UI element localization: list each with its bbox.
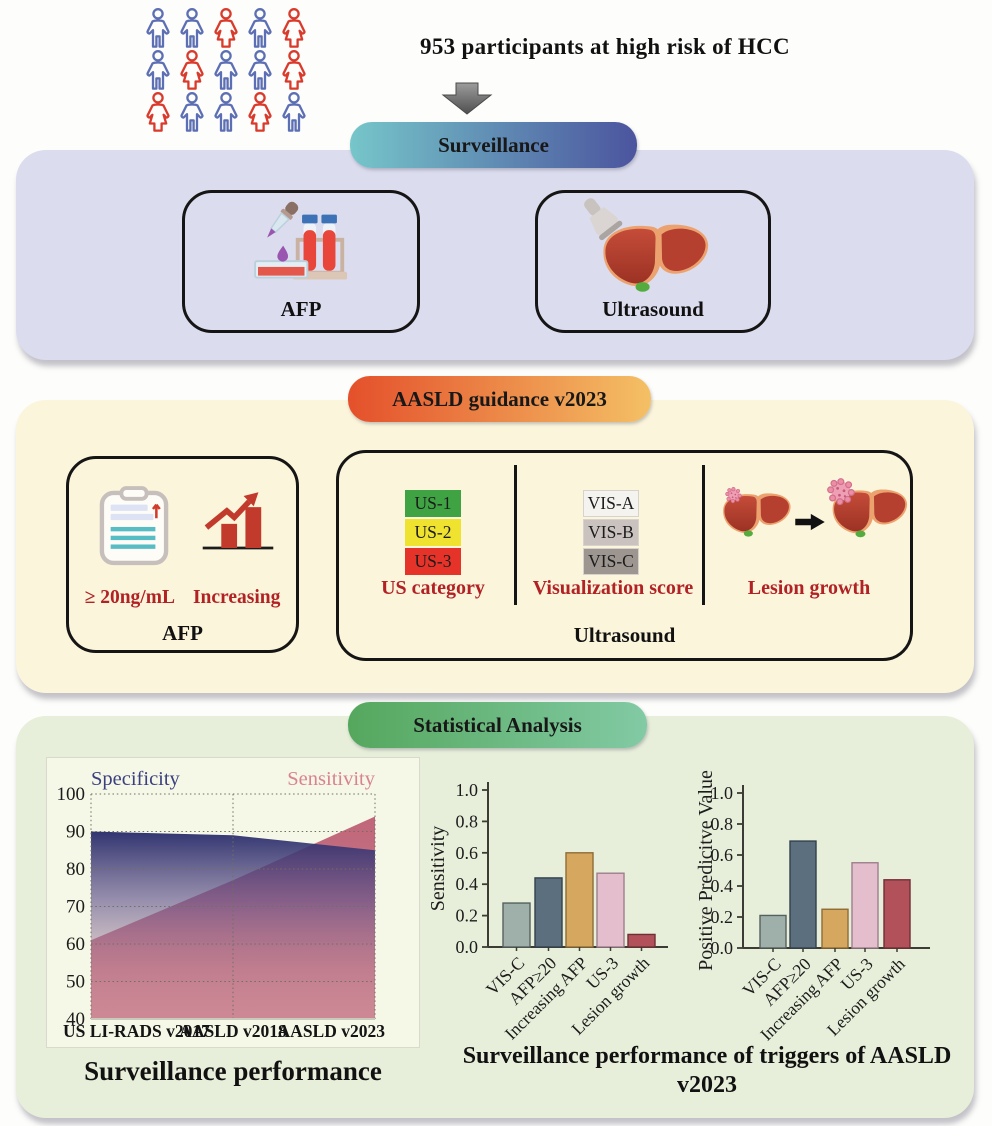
vis-c-chip: VIS-C [583,548,639,575]
vis-a-label: VIS-A [587,493,635,513]
svg-text:90: 90 [66,822,85,843]
svg-text:0.2: 0.2 [456,906,479,926]
aasld-banner-label: AASLD guidance v2023 [392,386,607,411]
person-icon [248,92,272,132]
person-icon [282,8,306,48]
us1-chip: US-1 [405,490,461,517]
svg-text:Sensitivity: Sensitivity [287,768,375,790]
liver-large-lesion-icon [827,478,908,538]
participants-grid [142,8,314,134]
ultrasound-criteria-card: US-1 US-2 US-3 US category VIS-A VIS-B V… [336,450,913,661]
right-chart-title: Surveillance performance of triggers of … [462,1043,952,1099]
person-icon [282,92,306,132]
surveillance-banner: Surveillance [350,122,637,168]
us2-chip: US-2 [405,519,461,546]
afp-trend: Increasing [192,587,281,608]
sensitivity-bar-chart: 0.0 0.2 0.4 0.6 0.8 1.0 VIS-C AFP≥20 Increasing … [427,775,685,1050]
svg-text:0.8: 0.8 [711,814,734,834]
svg-text:0.0: 0.0 [711,938,734,958]
svg-text:US LI-RADS v2017: US LI-RADS v2017 [63,1021,210,1041]
svg-text:0.8: 0.8 [456,811,479,831]
divider-1 [514,465,517,605]
increasing-chart-icon [202,492,274,550]
afp-criteria-card: ≥ 20ng/mL Increasing AFP [66,456,299,653]
person-icon [146,92,170,132]
svg-text:70: 70 [66,897,85,918]
statistical-analysis-banner: Statistical Analysis [348,702,647,748]
surveillance-performance-panel: 40 50 60 70 80 90 100 Specificity Sensitivity US … [46,757,420,1048]
ultrasound-probe-icon [584,198,623,241]
vis-c-label: VIS-C [588,551,634,571]
down-arrow-icon [441,82,493,115]
svg-text:60: 60 [66,934,85,955]
svg-text:1.0: 1.0 [711,783,734,803]
svg-text:0.6: 0.6 [456,843,479,863]
person-icon [248,50,272,90]
person-icon [214,50,238,90]
person-icon [180,92,204,132]
us3-chip: US-3 [405,548,461,575]
lesion-growth-label: Lesion growth [747,577,871,599]
svg-text:1.0: 1.0 [456,780,479,800]
vis-b-label: VIS-B [588,522,634,542]
afp-report-icon [99,486,169,566]
ultrasound-criteria-card-label: Ultrasound [573,623,676,647]
liver-small-lesion-icon [723,487,791,537]
blood-test-icon [254,201,348,280]
svg-text:100: 100 [57,784,86,805]
person-icon [146,8,170,48]
person-icon [214,8,238,48]
surveillance-section: AFP Ultrasound [16,150,974,360]
afp-card: AFP [182,190,420,333]
svg-text:AASLD v2018: AASLD v2018 [179,1021,287,1041]
ultrasound-card-label: Ultrasound [602,297,704,321]
person-icon [248,8,272,48]
svg-text:50: 50 [66,972,85,993]
aasld-section: ≥ 20ng/mL Increasing AFP US-1 US-2 US-3 … [16,400,974,693]
svg-text:0.0: 0.0 [456,937,479,957]
vis-score-chips: VIS-A VIS-B VIS-C [583,490,639,577]
statistical-analysis-section: 40 50 60 70 80 90 100 Specificity Sensitivity US … [16,716,974,1118]
us1-label: US-1 [414,493,452,513]
svg-text:80: 80 [66,859,85,880]
vis-a-chip: VIS-A [583,490,639,517]
divider-2 [702,465,705,605]
svg-text:0.4: 0.4 [711,876,734,896]
svg-text:Sensitivity: Sensitivity [427,826,449,912]
statistical-analysis-banner-label: Statistical Analysis [413,712,582,737]
svg-text:40: 40 [66,1009,85,1030]
aasld-banner: AASLD guidance v2023 [348,376,651,422]
person-icon [214,92,238,132]
us2-label: US-2 [414,522,452,542]
person-icon [180,8,204,48]
ultrasound-card: Ultrasound [535,190,771,333]
svg-text:AASLD v2023: AASLD v2023 [278,1021,386,1041]
person-icon [282,50,306,90]
visualization-score-label: Visualization score [532,577,694,599]
afp-criteria: ≥ 20ng/mL Increasing [69,587,296,609]
svg-text:Specificity: Specificity [91,768,181,790]
afp-card-label: AFP [280,297,322,321]
afp-criteria-card-label: AFP [162,621,203,645]
main-title: 953 participants at high risk of HCC [420,34,790,59]
vis-b-chip: VIS-B [583,519,639,546]
ppv-bar-chart: 0.0 0.2 0.4 0.6 0.8 1.0 VIS-C AFP≥20 Increasing … [695,770,990,1050]
person-icon [146,50,170,90]
svg-text:Positive Predicitve Value: Positive Predicitve Value [695,770,717,971]
left-chart-title: Surveillance performance [84,1056,382,1086]
svg-text:0.2: 0.2 [711,907,734,927]
us-category-chips: US-1 US-2 US-3 [405,490,461,577]
person-icon [180,50,204,90]
afp-threshold: ≥ 20ng/mL [84,587,175,608]
svg-text:0.4: 0.4 [456,874,479,894]
us3-label: US-3 [414,551,452,571]
svg-text:0.6: 0.6 [711,845,734,865]
surveillance-banner-label: Surveillance [438,132,549,157]
right-arrow-icon [795,513,825,531]
us-category-label: US category [381,577,485,599]
surveillance-performance-chart: 40 50 60 70 80 90 100 Specificity Sensitivity US … [47,758,419,1046]
